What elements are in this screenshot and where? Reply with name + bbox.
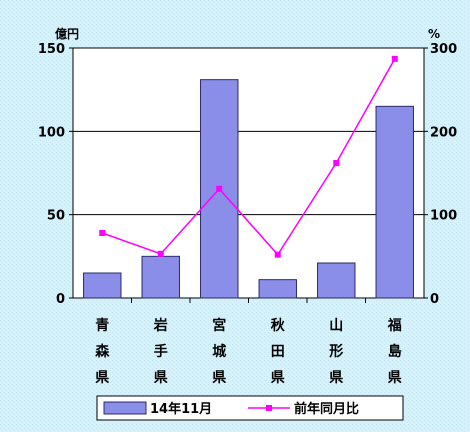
line-point [216, 185, 223, 192]
category-label: 福島県 [387, 317, 402, 386]
line-path [101, 58, 396, 256]
line-point [99, 230, 106, 236]
category-label: 青森県 [95, 317, 110, 386]
left-axis-tick-label: 150 [38, 42, 65, 57]
right-axis-unit: % [428, 27, 440, 41]
bar [83, 272, 122, 299]
bar [317, 262, 356, 299]
legend: 14年11月 前年同月比 [96, 395, 404, 421]
bar [258, 279, 297, 299]
right-axis-tick-label: 0 [430, 292, 439, 307]
line-point [333, 160, 340, 166]
left-axis-tick-label: 0 [56, 292, 65, 307]
category-label: 秋田県 [271, 317, 286, 386]
category-label: 宮城県 [212, 317, 226, 386]
right-axis-tick-label: 100 [430, 209, 457, 224]
bar [141, 255, 180, 299]
legend-bar-swatch [103, 401, 147, 415]
axes: 0 50 100 150 0 100 200 300 [38, 42, 457, 307]
category-labels: 青森県 岩手県 宮城県 秋田県 山形県 福島県 [95, 317, 402, 386]
line-point [157, 250, 164, 257]
left-axis-tick-label: 50 [47, 209, 65, 224]
line-point [274, 251, 281, 258]
grid-lines [73, 130, 424, 216]
right-axis-tick-label: 300 [430, 42, 457, 57]
bar [375, 105, 414, 299]
legend-bar-label: 14年11月 [150, 401, 212, 417]
line-series [99, 55, 398, 258]
left-axis-unit: 億円 [55, 26, 79, 41]
category-label: 山形県 [329, 318, 343, 386]
right-axis-tick-label: 200 [430, 125, 457, 140]
bars [83, 79, 414, 299]
plot-area [72, 47, 425, 299]
line-point [391, 55, 398, 62]
category-label: 岩手県 [153, 317, 168, 386]
legend-line-marker [266, 405, 272, 411]
left-axis-tick-label: 100 [38, 125, 65, 140]
legend-line-label: 前年同月比 [294, 401, 359, 417]
